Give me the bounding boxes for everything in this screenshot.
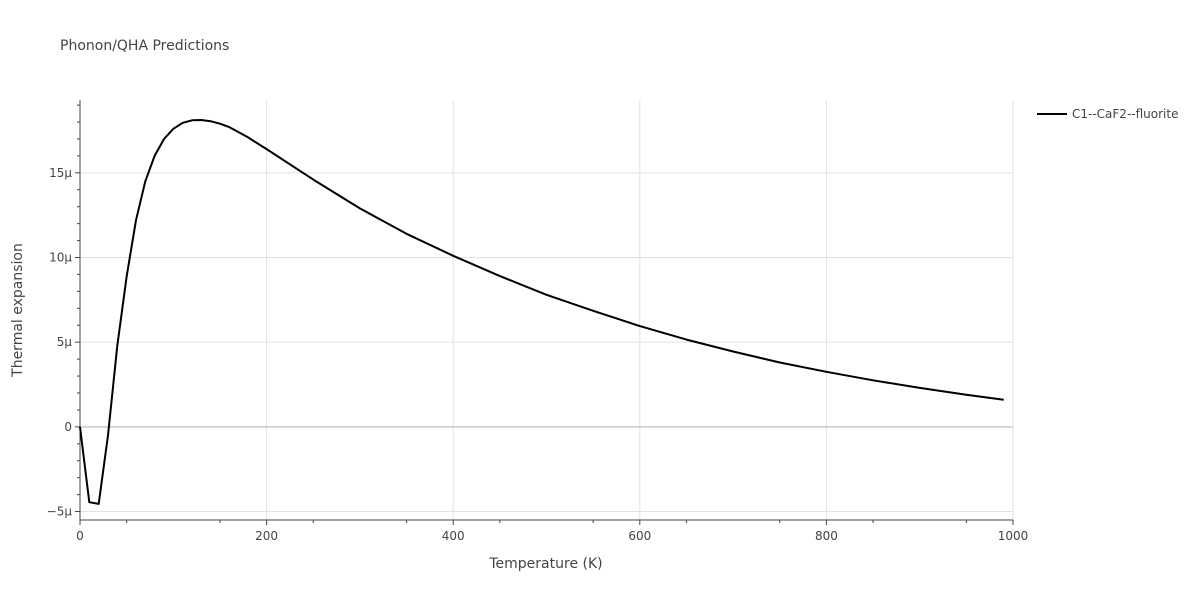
y-tick-label: 0 [64, 420, 72, 434]
series-line-0 [79, 119, 1004, 505]
y-tick-label: 15μ [49, 166, 72, 180]
x-tick-label: 1000 [998, 529, 1029, 543]
x-axis-label: Temperature (K) [488, 556, 602, 572]
x-tick-label: 0 [76, 529, 84, 543]
y-axis-label: Thermal expansion [10, 243, 26, 378]
legend[interactable]: C1--CaF2--fluorite [1037, 107, 1178, 121]
x-tick-label: 400 [442, 529, 465, 543]
y-axis-ticks: −5μ 0 5μ 10μ 15μ [47, 104, 80, 519]
x-tick-label: 200 [255, 529, 278, 543]
chart-title: Phonon/QHA Predictions [60, 38, 229, 54]
x-tick-label: 600 [628, 529, 651, 543]
legend-label: C1--CaF2--fluorite [1072, 107, 1178, 121]
axes [79, 100, 1013, 521]
y-tick-label: −5μ [47, 505, 73, 519]
series-group [79, 119, 1004, 505]
x-axis-ticks: 0 200 400 600 800 1000 [76, 520, 1028, 543]
y-tick-label: 10μ [49, 251, 72, 265]
x-tick-label: 800 [815, 529, 838, 543]
grid [80, 100, 1014, 520]
y-tick-label: 5μ [57, 335, 73, 349]
